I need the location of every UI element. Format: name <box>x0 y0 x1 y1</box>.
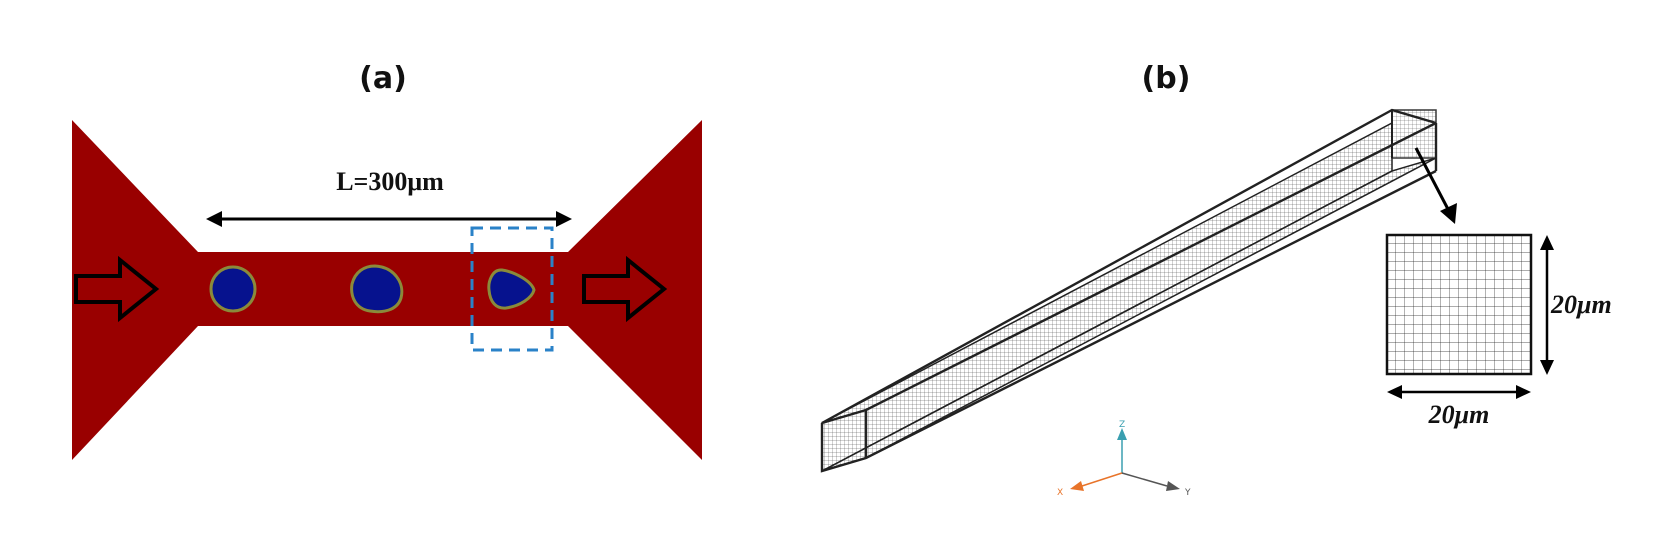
width-label: 20μm <box>1428 400 1490 429</box>
length-label: L=300μm <box>336 167 444 196</box>
axis-triad: Z X Y <box>1057 420 1191 498</box>
height-dimension-arrow <box>1540 235 1554 375</box>
height-label: 20μm <box>1550 290 1612 319</box>
y-axis-label: Y <box>1184 488 1191 498</box>
inlet-arrow-icon <box>74 255 160 323</box>
channel-mesh-3d <box>820 108 1438 473</box>
length-dimension-arrow <box>206 211 572 227</box>
panel-a-label: (a) <box>359 61 407 96</box>
panel-b-label: (b) <box>1142 61 1191 96</box>
droplet <box>487 268 536 310</box>
cross-section-mesh <box>1385 233 1533 376</box>
outlet-arrow-icon <box>582 255 668 323</box>
highlight-box <box>470 226 554 352</box>
droplet <box>350 264 404 314</box>
z-axis-label: Z <box>1119 420 1125 430</box>
panel-b: (b) 20μm <box>820 61 1612 498</box>
panel-a: (a) L=300μm <box>72 61 702 460</box>
y-axis-arrow-icon <box>1166 481 1180 491</box>
x-axis-arrow-icon <box>1070 481 1084 491</box>
width-dimension-arrow <box>1387 385 1531 399</box>
z-axis-arrow-icon <box>1117 428 1127 440</box>
pointer-arrow <box>1414 147 1457 224</box>
droplet <box>209 265 257 313</box>
x-axis-label: X <box>1057 488 1063 498</box>
